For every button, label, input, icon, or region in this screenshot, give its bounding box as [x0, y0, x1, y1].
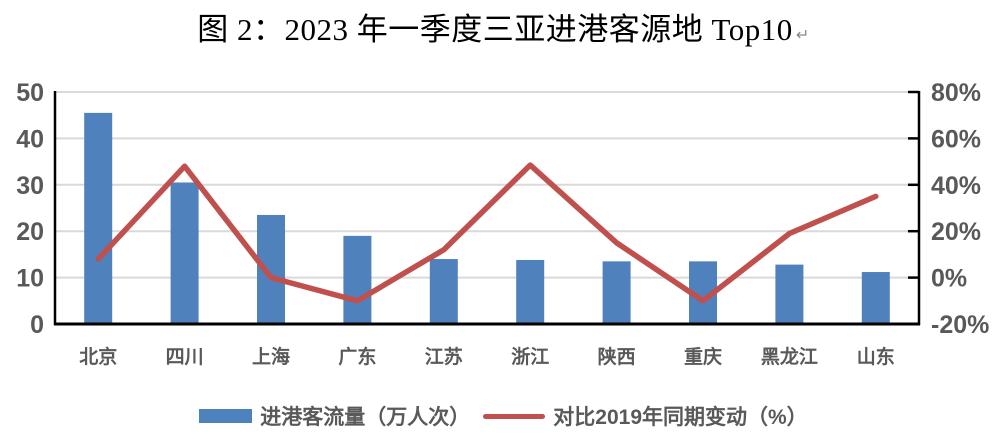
legend-line-label: 对比2019年同期变动（%）	[553, 406, 808, 429]
bar-江苏[interactable]	[429, 259, 458, 324]
left-axis-tick-label: 20	[16, 218, 44, 246]
paragraph-mark: ↵	[795, 27, 810, 44]
x-axis-label-重庆: 重庆	[684, 345, 722, 368]
x-axis-label-江苏: 江苏	[425, 345, 463, 368]
bar-上海[interactable]	[257, 214, 285, 324]
x-axis-label-山东: 山东	[857, 345, 895, 368]
bar-四川[interactable]	[170, 182, 199, 324]
left-axis-tick-label: 0	[30, 311, 44, 339]
bar-浙江[interactable]	[516, 259, 545, 324]
chart-title: 图 2：2023 年一季度三亚进港客源地 Top10 ↵	[0, 4, 1007, 49]
x-axis-label-黑龙江: 黑龙江	[761, 345, 818, 368]
x-axis-label-四川: 四川	[166, 347, 204, 368]
legend-item-line: 对比2019年同期变动（%）	[483, 401, 808, 431]
bar-黑龙江[interactable]	[775, 264, 804, 324]
left-axis-tick-label: 40	[16, 125, 44, 153]
combo-chart: 0 10 20 30 40 50 -20% 0% 20% 40% 60% 80% 北京 四川 上海 广东 江苏 浙…	[16, 79, 989, 368]
bar-山东[interactable]	[861, 272, 890, 324]
legend-bar-label: 进港客流量（万人次）	[260, 406, 471, 429]
x-axis-label-北京: 北京	[79, 345, 117, 368]
x-axis-label-上海: 上海	[252, 345, 290, 368]
bar-北京[interactable]	[84, 112, 113, 324]
x-axis-label-广东: 广东	[338, 345, 376, 368]
left-axis-tick-label: 50	[16, 79, 44, 107]
left-axis-tick-label: 10	[16, 265, 44, 293]
right-axis-tick-label: 80%	[931, 79, 981, 107]
right-axis-tick-label: 60%	[931, 125, 981, 153]
right-axis-tick-label: 0%	[931, 265, 967, 293]
bar-陕西[interactable]	[602, 261, 631, 324]
right-axis-tick-label: -20%	[931, 311, 989, 339]
left-axis-tick-label: 30	[16, 172, 44, 200]
x-axis-label-浙江: 浙江	[511, 345, 549, 368]
legend-line-swatch	[483, 413, 546, 419]
bar-广东[interactable]	[343, 235, 372, 324]
legend-bar-swatch	[199, 409, 253, 423]
chart-title-text: 图 2：2023 年一季度三亚进港客源地 Top10	[197, 12, 793, 47]
x-axis-label-陕西: 陕西	[598, 345, 636, 368]
legend-item-bar: 进港客流量（万人次）	[199, 401, 470, 431]
trend-line[interactable]	[95, 162, 879, 304]
right-axis-tick-label: 40%	[931, 172, 981, 200]
legend: 进港客流量（万人次） 对比2019年同期变动（%）	[0, 399, 1007, 433]
right-axis-tick-label: 20%	[931, 218, 981, 246]
